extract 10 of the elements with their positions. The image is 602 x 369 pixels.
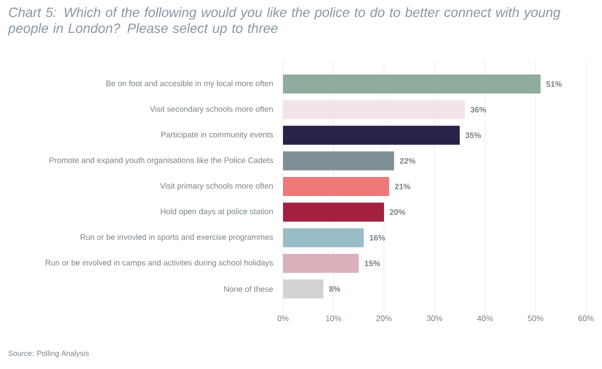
bar	[283, 74, 541, 94]
bar	[283, 202, 384, 222]
bar	[283, 279, 324, 298]
bar	[283, 254, 359, 273]
chart-title: Chart 5: Which of the following would you like the police to do to better connect with young people in London? Please select up to three	[8, 7, 560, 36]
bar	[283, 100, 465, 120]
bar	[283, 228, 364, 248]
bar	[283, 126, 460, 145]
bar	[283, 151, 394, 170]
bar	[283, 177, 390, 196]
